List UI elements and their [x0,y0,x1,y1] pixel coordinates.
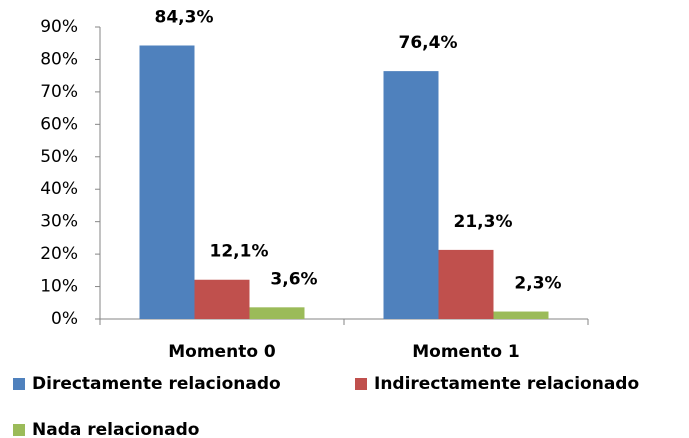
value-label: 3,6% [270,269,317,289]
y-tick-label: 90% [40,17,78,37]
value-label: 84,3% [155,7,214,27]
legend-swatch [13,378,25,390]
y-tick-label: 0% [51,309,78,329]
bar [438,249,494,319]
value-label: 2,3% [514,274,561,294]
x-tick-label: Momento 1 [412,342,520,362]
legend-label: Nada relacionado [32,420,199,438]
legend-label: Indirectamente relacionado [374,374,639,394]
y-tick-label: 50% [40,147,78,167]
legend-swatch [355,378,367,390]
value-label: 76,4% [399,33,458,53]
y-tick-label: 60% [40,114,78,134]
bar [249,307,305,319]
y-tick-label: 70% [40,82,78,102]
y-tick-label: 20% [40,244,78,264]
x-tick-label: Momento 0 [168,342,276,362]
legend-label: Directamente relacionado [32,374,281,394]
value-label: 12,1% [210,242,269,262]
bar [383,71,439,319]
y-tick-label: 30% [40,212,78,232]
y-tick-label: 10% [40,277,78,297]
value-label: 21,3% [454,212,513,232]
bar [493,311,549,319]
y-tick-label: 40% [40,179,78,199]
bar [194,279,250,319]
legend-swatch [13,424,25,436]
y-tick-label: 80% [40,49,78,69]
bar [139,45,195,319]
